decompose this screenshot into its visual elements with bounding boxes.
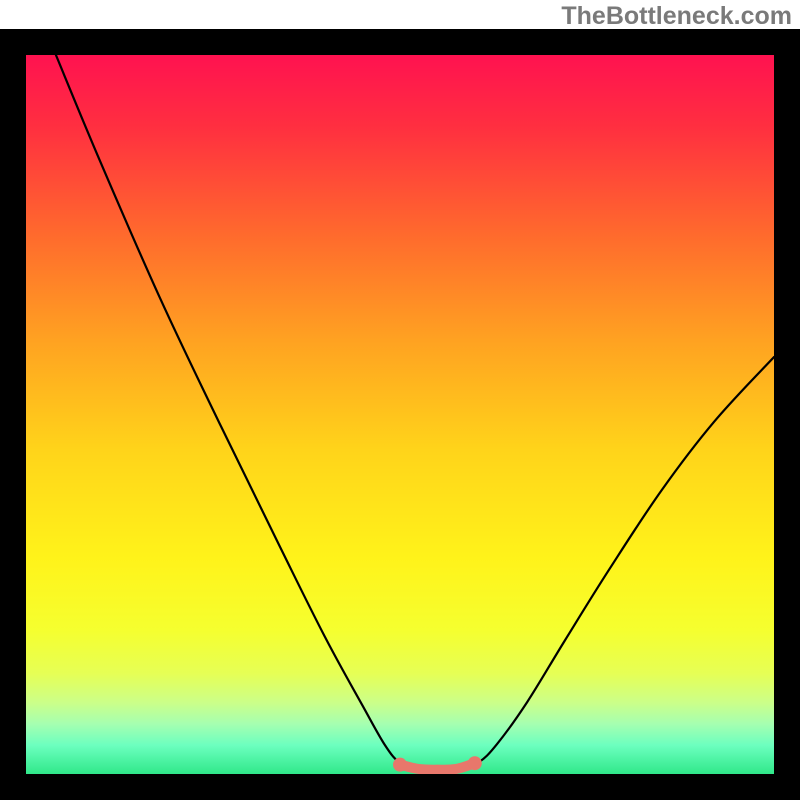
watermark-text: TheBottleneck.com bbox=[561, 0, 800, 31]
chart-svg bbox=[26, 55, 774, 774]
optimal-range-endpoint-0 bbox=[393, 758, 407, 772]
gradient-background bbox=[26, 55, 774, 774]
optimal-range-endpoint-1 bbox=[468, 756, 482, 770]
plot-area bbox=[26, 55, 774, 774]
chart-container: TheBottleneck.com bbox=[0, 0, 800, 800]
chart-frame bbox=[0, 29, 800, 800]
